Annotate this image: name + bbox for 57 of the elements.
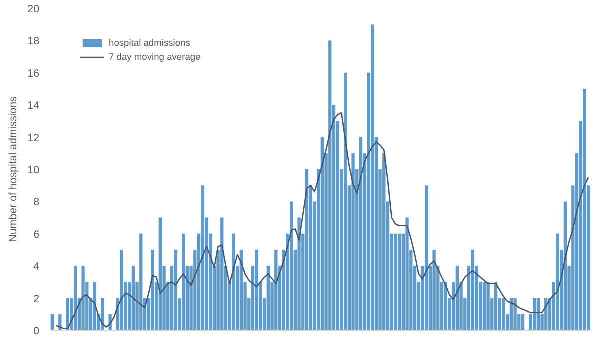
bar <box>266 266 270 330</box>
bar <box>50 314 54 330</box>
y-tick-label: 8 <box>34 196 40 209</box>
bar <box>240 250 244 330</box>
y-tick-label: 2 <box>34 293 40 306</box>
bar <box>305 170 309 330</box>
bar <box>328 40 332 330</box>
bar <box>132 266 136 330</box>
bar <box>120 250 124 330</box>
bar <box>140 234 143 330</box>
y-tick-label: 4 <box>34 261 40 274</box>
bar <box>424 186 428 330</box>
bar <box>274 250 278 330</box>
bar <box>432 250 436 330</box>
bar <box>564 202 568 330</box>
legend-label: 7 day moving average <box>109 52 201 62</box>
bar <box>359 137 363 330</box>
bar <box>394 234 398 330</box>
bar <box>151 250 154 330</box>
y-tick-label: 20 <box>28 4 40 16</box>
y-tick-label: 16 <box>28 68 40 80</box>
bar <box>494 282 498 330</box>
bar <box>514 298 517 330</box>
bar <box>255 250 258 330</box>
bar <box>521 314 525 330</box>
bar <box>502 298 506 330</box>
bar <box>82 266 85 330</box>
bar <box>456 266 460 330</box>
line-series <box>56 112 590 330</box>
y-tick-label: 6 <box>34 228 40 241</box>
bar <box>486 282 490 330</box>
bar <box>232 234 236 330</box>
bar <box>158 218 162 330</box>
y-tick-label: 12 <box>28 132 40 144</box>
bar <box>352 153 355 330</box>
bar <box>174 250 178 330</box>
bar <box>406 218 409 330</box>
bar <box>471 250 474 330</box>
bar <box>290 202 294 330</box>
bar <box>398 234 402 330</box>
legend-label: hospital admissions <box>109 38 190 48</box>
bar <box>201 186 204 330</box>
bar <box>370 24 374 330</box>
y-tick-label: 18 <box>28 36 40 48</box>
bar <box>382 153 386 330</box>
y-tick-label: 10 <box>28 164 40 176</box>
y-tick-label: 0 <box>34 326 40 338</box>
bar <box>298 218 301 330</box>
bar <box>220 218 224 330</box>
bar <box>182 234 186 330</box>
bar <box>556 234 560 330</box>
bar <box>482 282 486 330</box>
bar <box>320 137 324 330</box>
y-axis-title: Number of hospital admissions <box>8 96 20 242</box>
y-tick-label: 14 <box>28 100 40 112</box>
bar <box>344 72 348 330</box>
bar <box>583 89 586 330</box>
